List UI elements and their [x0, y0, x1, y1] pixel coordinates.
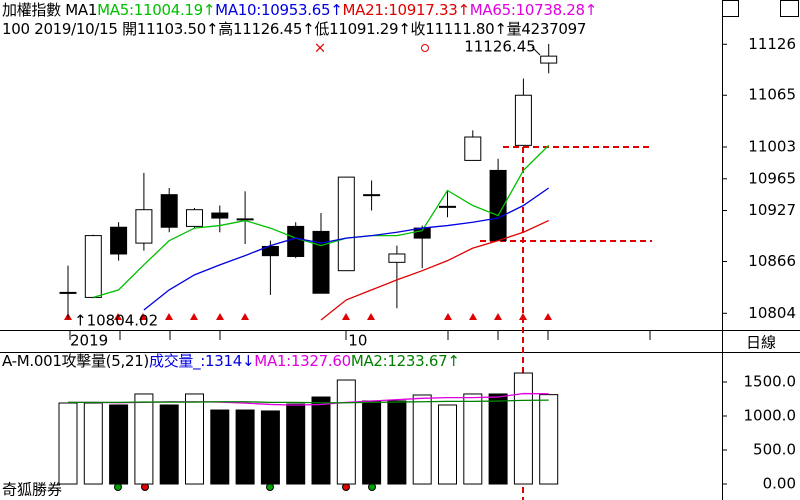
- price-legend: 加權指數 MA1MA5:11004.19↑MA10:10953.65↑MA21:…: [2, 1, 720, 19]
- volume-bar: [336, 379, 356, 485]
- y-tick-label: 1000.0: [744, 407, 797, 425]
- ma-line: [93, 144, 550, 299]
- footer: 奇狐勝券: [2, 481, 62, 499]
- volume-bar: [438, 404, 457, 485]
- candle-body: [135, 209, 153, 244]
- period-label: 日線: [746, 334, 776, 352]
- low-annotation: ↑10804.02: [74, 312, 158, 330]
- chart-title: 加權指數 MA1: [2, 1, 98, 19]
- candle-body: [439, 205, 456, 208]
- volume-bar: [134, 393, 154, 485]
- candle-body: [312, 230, 330, 294]
- y-tick-label: 10804: [748, 304, 796, 322]
- volume-bar: [513, 372, 533, 485]
- quote: 100 2019/10/15 開11103.50↑高11126.45↑低1109…: [2, 20, 587, 38]
- ma-line: [68, 399, 549, 404]
- quote-line: 100 2019/10/15 開11103.50↑高11126.45↑低1109…: [2, 20, 720, 38]
- ma-line: [143, 187, 550, 311]
- candle-body: [59, 291, 77, 294]
- candle-body: [236, 218, 254, 221]
- volume-bar: [83, 402, 103, 485]
- volume-bar: [235, 409, 255, 485]
- volume-bar: [463, 393, 483, 485]
- candle-body: [464, 136, 482, 161]
- candle-body: [363, 194, 381, 197]
- volume-bar: [185, 393, 204, 485]
- legend-entry: MA21:10917.33↑: [342, 1, 470, 19]
- legend-entry: MA5:11004.19↑: [97, 1, 216, 19]
- legend-entry: 成交量_:1314↓: [149, 352, 255, 370]
- candle-body: [110, 226, 128, 255]
- volume-bar: [58, 402, 78, 485]
- volume-bar: [311, 396, 331, 485]
- candle-body: [337, 176, 355, 272]
- volume-bar: [412, 394, 432, 485]
- y-tick-label: 10866: [748, 252, 796, 270]
- volume-bar: [260, 410, 280, 485]
- volume-bar: [210, 409, 230, 485]
- y-tick-label: 10965: [748, 169, 796, 187]
- legend-entry: MA65:10738.28↑: [469, 1, 598, 19]
- y-tick-label: 11065: [748, 86, 796, 104]
- candle-body: [186, 209, 203, 227]
- y-tick-label: 11003: [748, 138, 796, 156]
- volume-bar: [362, 400, 382, 485]
- candle-body: [287, 225, 305, 257]
- volume-bar: [286, 403, 306, 485]
- candle-body: [84, 235, 102, 298]
- candle-body: [514, 94, 532, 146]
- marker-x: ×: [314, 39, 327, 57]
- volume-bar: [387, 400, 407, 485]
- candle-body: [388, 253, 406, 263]
- legend-entry: MA1:1327.60: [254, 352, 351, 370]
- chart-title: A-M.001攻擊量(5,21): [2, 352, 149, 370]
- y-tick-label: 10927: [748, 201, 796, 219]
- y-tick-label: 1500.0: [744, 372, 797, 390]
- candle-body: [211, 212, 229, 219]
- legend-entry: MA10:10953.65↑: [215, 1, 343, 19]
- candle-body: [261, 245, 279, 257]
- high-annotation: 11126.45: [464, 38, 536, 56]
- y-tick-label: 11126: [748, 35, 796, 53]
- annotation-arrow: [531, 46, 541, 56]
- y-tick-label: 500.0: [753, 441, 796, 459]
- x-tick-label: 2019: [70, 332, 108, 350]
- candle-body: [540, 55, 558, 64]
- volume-legend: A-M.001攻擊量(5,21)成交量_:1314↓MA1:1327.60MA2…: [2, 352, 720, 370]
- volume-bar: [159, 404, 179, 485]
- volume-bar: [109, 404, 129, 485]
- ma-line: [320, 219, 549, 321]
- candle-body: [160, 194, 178, 228]
- volume-bar: [488, 393, 508, 485]
- x-tick-label: 10: [348, 332, 367, 350]
- marker-o: [421, 44, 429, 52]
- legend-entry: MA2:1233.67↑: [350, 352, 460, 370]
- volume-bar: [539, 394, 559, 485]
- y-tick-label: 0.00: [763, 475, 796, 493]
